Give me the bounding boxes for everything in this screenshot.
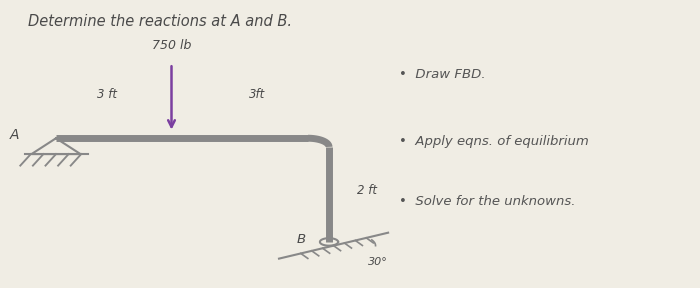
Text: •  Apply eqns. of equilibrium: • Apply eqns. of equilibrium [399,134,589,148]
Text: 3 ft: 3 ft [97,88,117,101]
Text: A: A [9,128,19,142]
Text: •  Solve for the unknowns.: • Solve for the unknowns. [399,195,575,208]
Text: •  Draw FBD.: • Draw FBD. [399,68,486,82]
Text: 30°: 30° [368,257,387,267]
Text: 3ft: 3ft [249,88,265,101]
Text: 750 lb: 750 lb [152,39,191,52]
Text: 2 ft: 2 ft [357,183,377,197]
Text: B: B [296,232,306,246]
Text: Determine the reactions at A and B.: Determine the reactions at A and B. [28,14,292,29]
